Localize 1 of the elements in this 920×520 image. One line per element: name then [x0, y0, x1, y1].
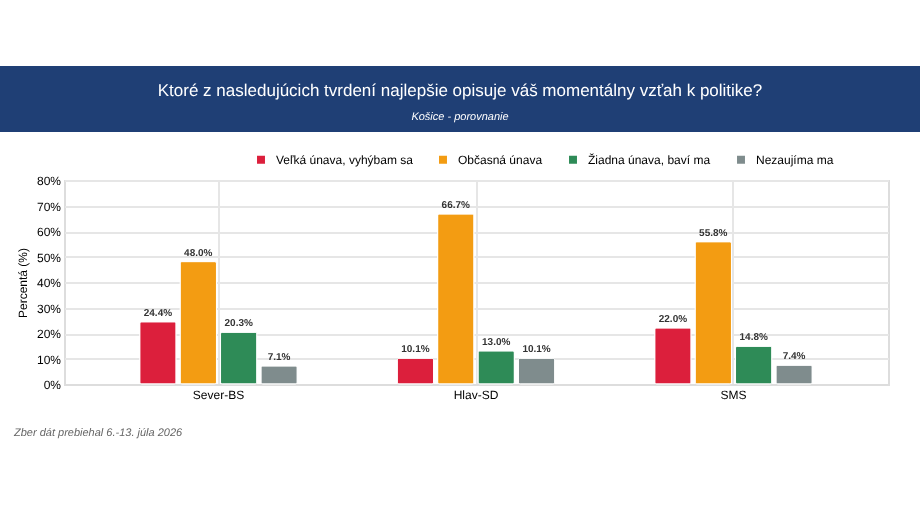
chart-title: Ktoré z nasledujúcich tvrdení najlepšie opisuje váš momentálny vzťah k politike? — [157, 80, 763, 100]
